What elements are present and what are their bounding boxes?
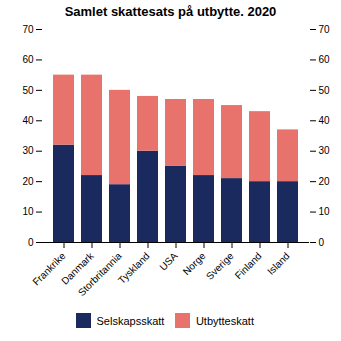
- svg-text:50: 50: [22, 85, 34, 96]
- svg-text:40: 40: [319, 115, 331, 126]
- svg-text:Sverige: Sverige: [204, 250, 236, 282]
- svg-text:10: 10: [319, 206, 331, 217]
- svg-text:Danmark: Danmark: [59, 250, 96, 287]
- svg-text:Norge: Norge: [180, 250, 208, 278]
- html-text:Utbytteskatt: Utbytteskatt: [195, 314, 254, 327]
- html-text:Samlet skattesats på utbytte.: Samlet skattesats på utbytte. 2020: [64, 4, 277, 19]
- svg-text:Storbritannia: Storbritannia: [76, 250, 124, 298]
- svg-text:10: 10: [22, 206, 34, 217]
- svg-text:60: 60: [22, 54, 34, 65]
- svg-text:70: 70: [319, 24, 331, 35]
- svg-text:Finland: Finland: [233, 250, 264, 281]
- svg-text:30: 30: [319, 145, 331, 156]
- svg-text:0: 0: [319, 237, 325, 248]
- svg-text:20: 20: [22, 176, 34, 187]
- html-text:Selskapsskatt: Selskapsskatt: [96, 314, 165, 327]
- svg-text:20: 20: [319, 176, 331, 187]
- svg-text:Island: Island: [265, 250, 292, 277]
- svg-text:Tyskland: Tyskland: [116, 250, 152, 286]
- svg-text:40: 40: [22, 115, 34, 126]
- svg-text:70: 70: [22, 24, 34, 35]
- svg-text:USA: USA: [157, 250, 180, 273]
- svg-text:30: 30: [22, 145, 34, 156]
- svg-text:0: 0: [28, 237, 34, 248]
- svg-text:Frankrike: Frankrike: [30, 250, 68, 288]
- svg-text:60: 60: [319, 54, 331, 65]
- svg-text:50: 50: [319, 85, 331, 96]
